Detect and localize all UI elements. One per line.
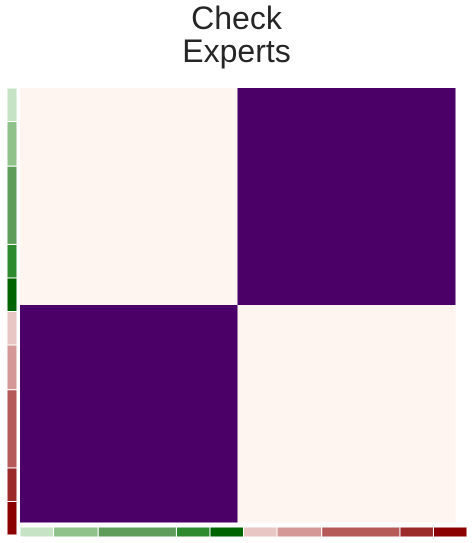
col-color-segment (19, 526, 55, 538)
row-color-segment (6, 467, 18, 502)
heatmap-cell (237, 88, 456, 306)
heatmap-cell (20, 88, 238, 306)
row-color-segment (6, 500, 18, 536)
row-color-segment (6, 87, 18, 123)
row-color-segment (6, 121, 18, 167)
col-color-segment (175, 526, 211, 538)
col-color-segment (97, 526, 177, 538)
col-color-segment (432, 526, 468, 538)
col-color-segment (276, 526, 323, 538)
row-color-segment (6, 311, 18, 346)
col-color-segment (53, 526, 99, 538)
row-color-segment (6, 277, 18, 313)
row-color-segment (6, 344, 18, 391)
col-color-segment (321, 526, 401, 538)
col-color-segment (399, 526, 434, 538)
heatmap-cell (237, 305, 456, 523)
col-color-segment (209, 526, 245, 538)
heatmap-cell (20, 305, 238, 523)
chart-title: Check Experts (182, 0, 291, 69)
row-color-segment (6, 389, 18, 469)
row-color-segment (6, 165, 18, 245)
col-color-segment (243, 526, 278, 538)
row-color-segment (6, 243, 18, 279)
